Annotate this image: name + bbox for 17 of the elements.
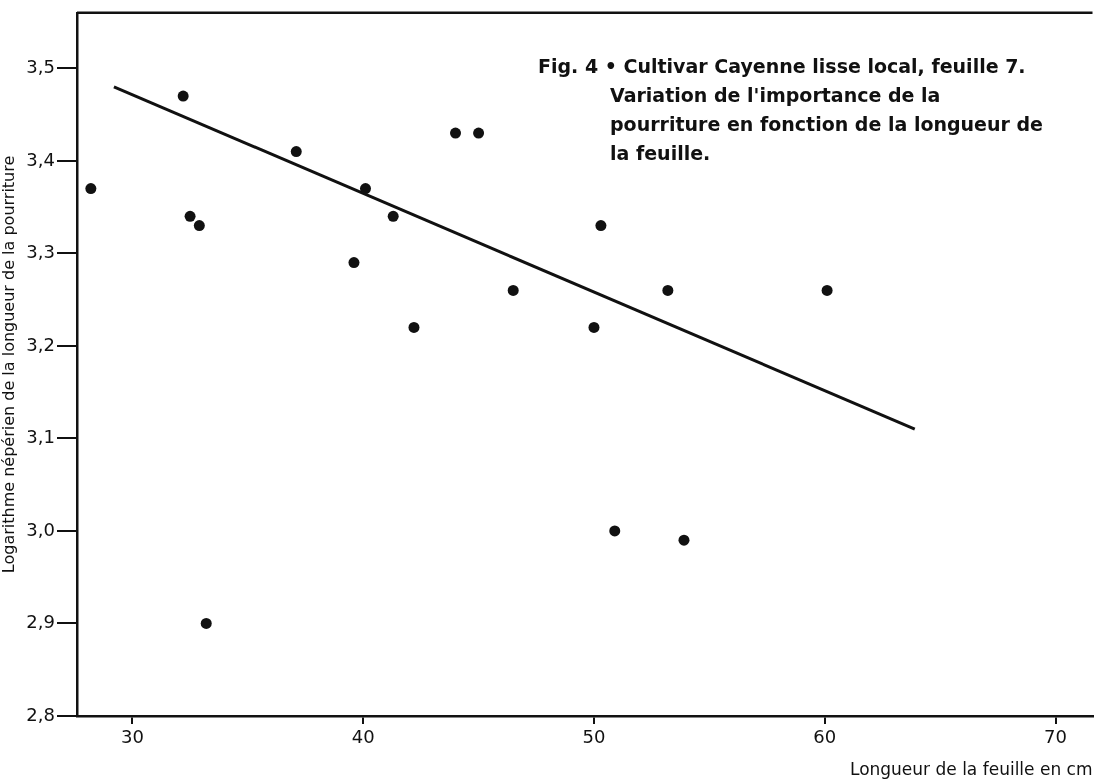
y-tick-label: 3,3 — [26, 241, 55, 263]
y-tick-label: 2,9 — [26, 611, 55, 633]
x-tick-label: 50 — [582, 726, 606, 748]
y-tick-label: 3,2 — [26, 333, 55, 355]
y-tick-label: 3,5 — [26, 55, 55, 77]
x-tick-label: 40 — [351, 726, 375, 748]
y-tick-label: 3,4 — [26, 148, 55, 170]
text: Variation de l'importance de la pourriture en fonction de la longueur de la feuille. — [610, 83, 1044, 166]
y-tick-label: 3,1 — [26, 426, 55, 448]
x-tick-label: 60 — [813, 726, 837, 748]
x-axis-title: Longueur de la feuille en cm — [849, 759, 1093, 780]
y-tick-label: 2,8 — [26, 703, 55, 725]
y-axis-title: Logarithme népérien de la longueur de la pourriture — [0, 155, 18, 574]
x-tick-label: 70 — [1044, 726, 1068, 748]
y-tick-label: 3,0 — [26, 518, 55, 540]
text: Fig. 4 • Cultivar Cayenne lisse local, feuille 7. — [538, 54, 1027, 79]
x-tick-label: 30 — [120, 726, 144, 748]
